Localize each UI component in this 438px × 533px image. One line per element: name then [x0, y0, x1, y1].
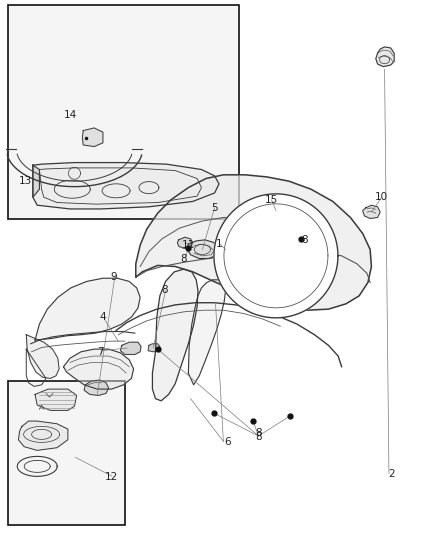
Text: 10: 10 [374, 192, 388, 202]
Polygon shape [64, 349, 134, 389]
Text: 13: 13 [19, 176, 32, 186]
Polygon shape [148, 344, 160, 352]
Polygon shape [188, 280, 226, 385]
Polygon shape [264, 204, 290, 217]
Text: 12: 12 [105, 472, 118, 482]
Polygon shape [33, 163, 219, 209]
Polygon shape [35, 278, 140, 340]
Text: 2: 2 [389, 470, 396, 479]
Text: 8: 8 [161, 286, 168, 295]
Text: 11: 11 [182, 240, 195, 250]
Polygon shape [26, 335, 59, 378]
Text: 6: 6 [224, 438, 231, 447]
Text: 8: 8 [301, 235, 308, 245]
Polygon shape [82, 128, 103, 147]
Text: 8: 8 [180, 254, 187, 263]
Polygon shape [35, 389, 77, 410]
Text: 15: 15 [265, 195, 278, 205]
Text: 9: 9 [110, 272, 117, 282]
Polygon shape [363, 205, 380, 219]
Polygon shape [376, 47, 394, 67]
Text: 7: 7 [97, 347, 104, 357]
Polygon shape [187, 240, 218, 259]
Polygon shape [214, 194, 338, 318]
Polygon shape [18, 421, 68, 450]
Polygon shape [152, 269, 198, 401]
Polygon shape [177, 237, 193, 248]
Polygon shape [136, 175, 371, 310]
Bar [8, 5, 239, 219]
Polygon shape [84, 380, 109, 395]
Text: 8: 8 [255, 432, 262, 442]
Polygon shape [120, 342, 141, 354]
Text: 8: 8 [255, 428, 262, 438]
Text: 14: 14 [64, 110, 77, 119]
Polygon shape [33, 165, 39, 197]
Text: 1: 1 [215, 239, 223, 249]
Text: 4: 4 [99, 312, 106, 322]
Text: 5: 5 [211, 203, 218, 213]
Bar [8, 381, 125, 525]
